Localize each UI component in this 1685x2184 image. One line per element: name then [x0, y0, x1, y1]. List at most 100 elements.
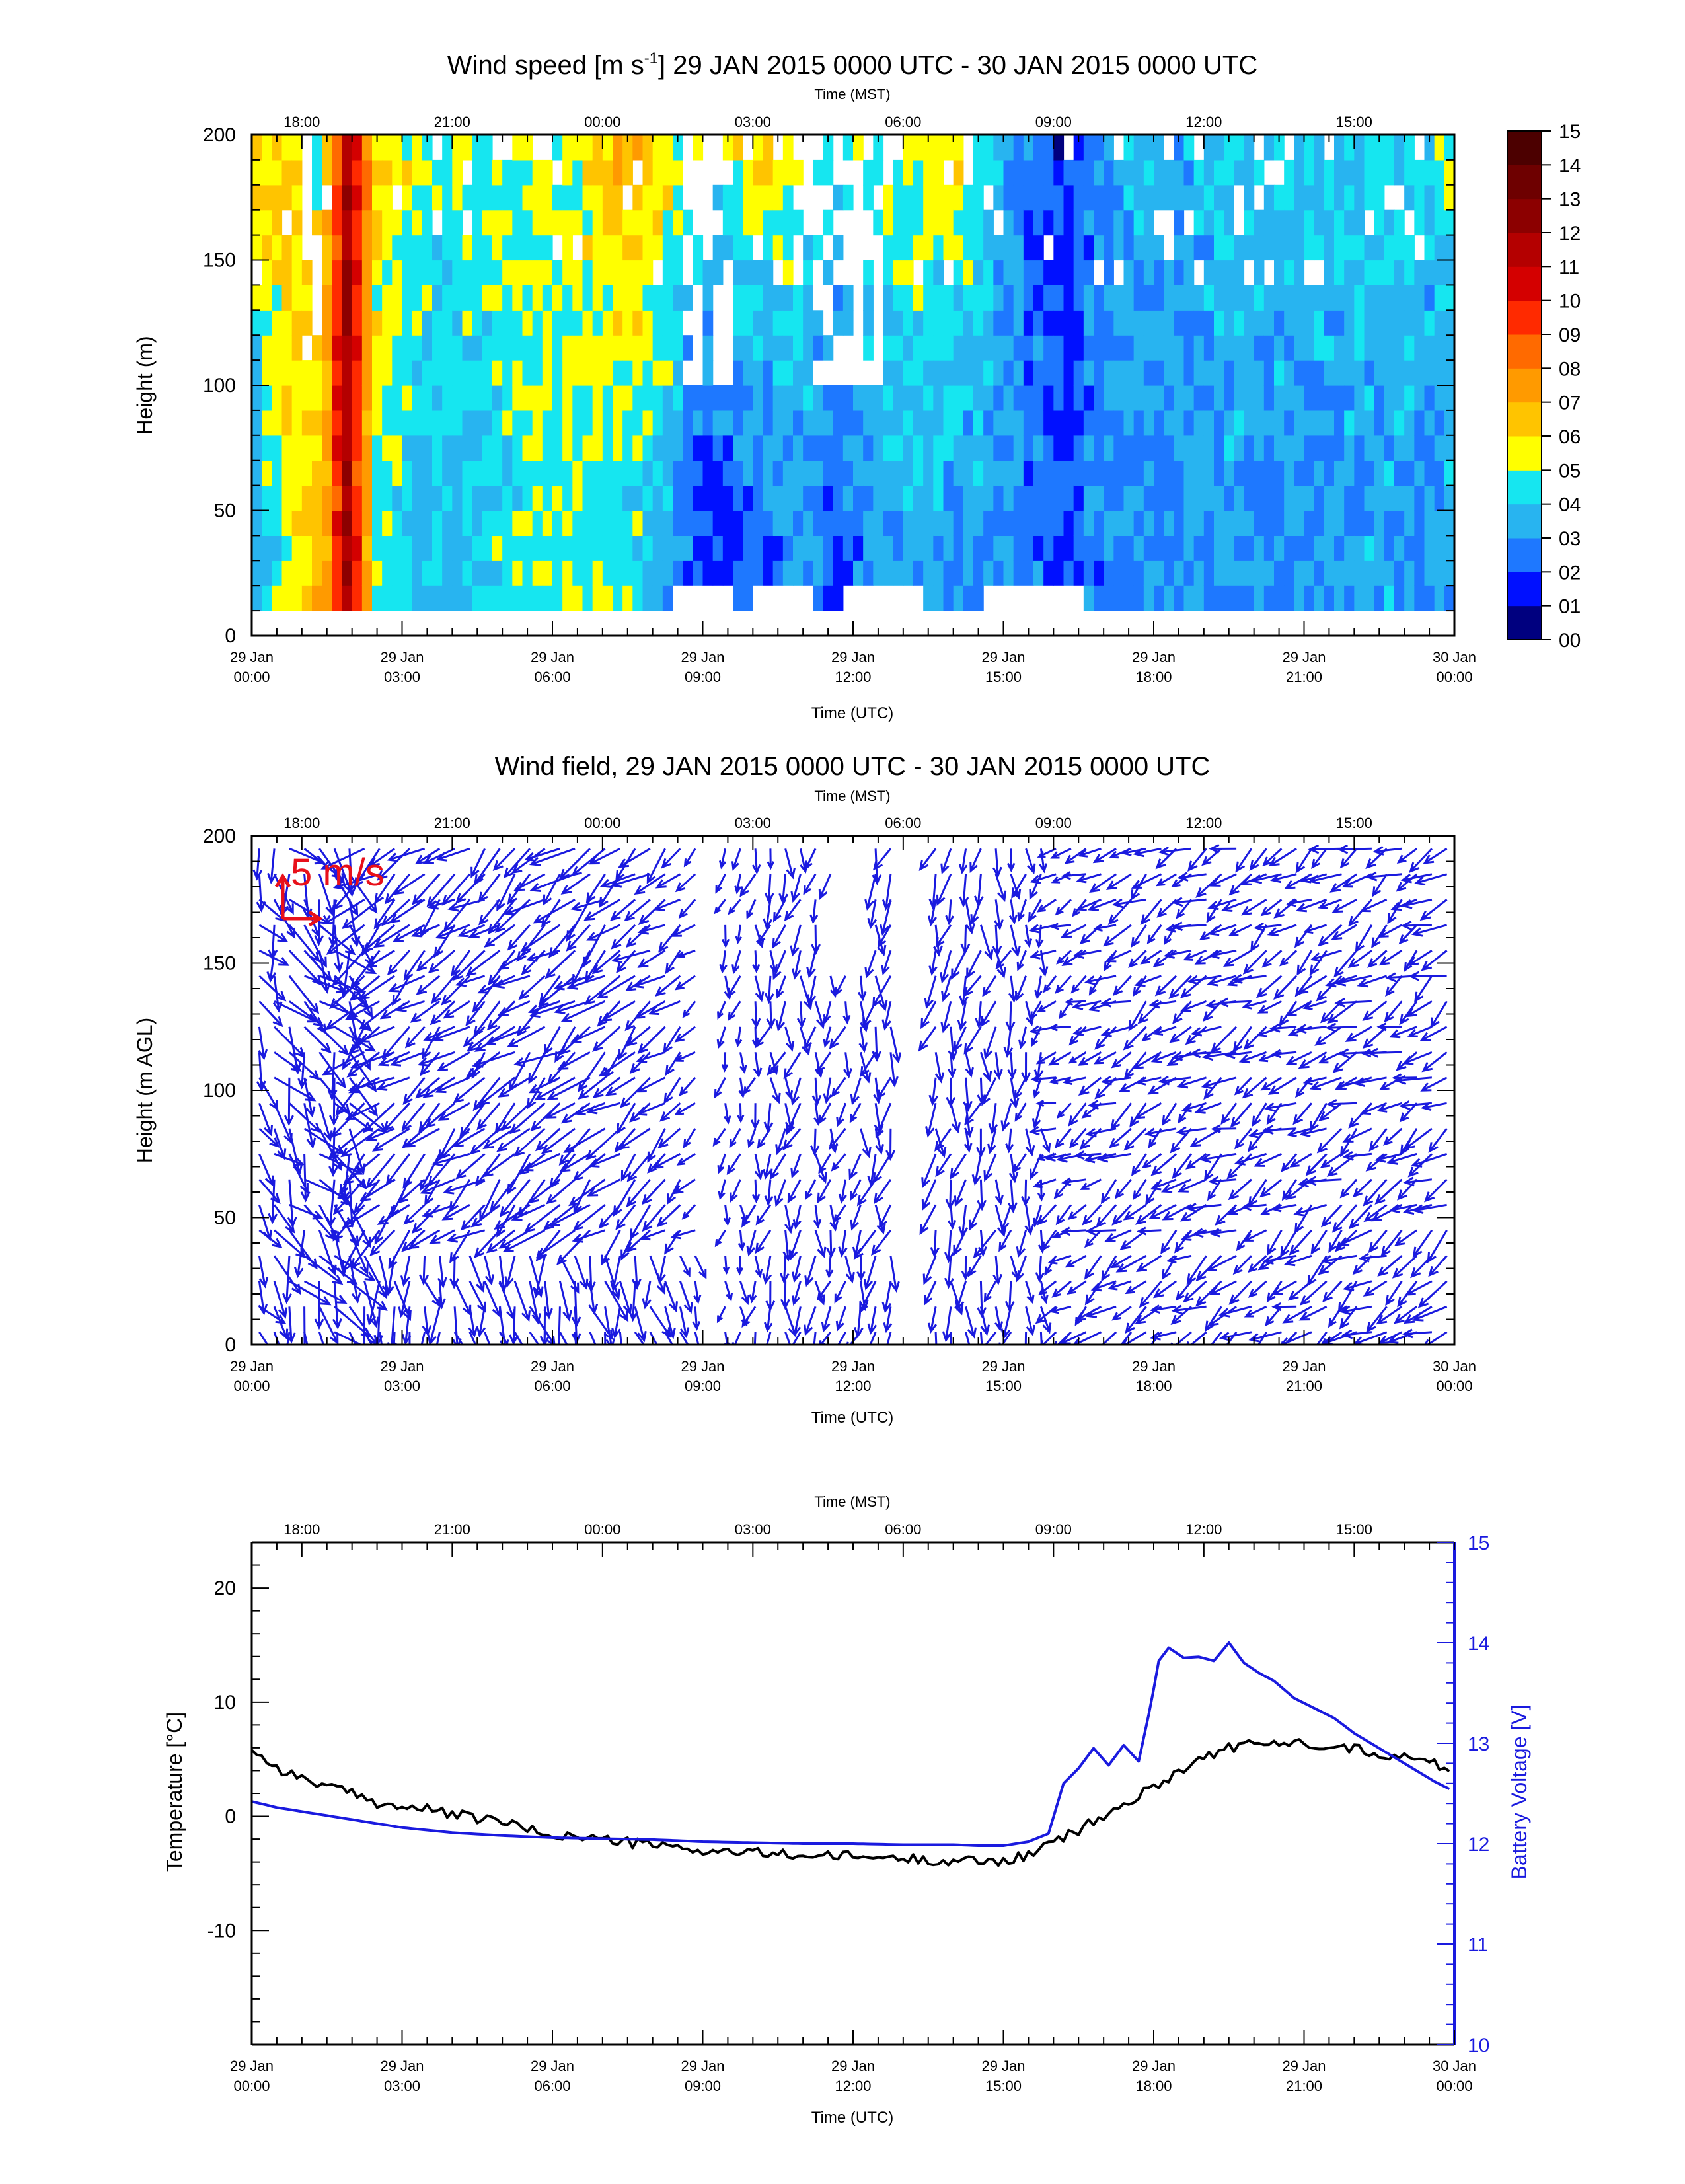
wind-speed-cell: [1203, 360, 1215, 386]
wind-speed-cell: [803, 385, 813, 411]
wind-vector-arrow: [728, 899, 741, 915]
wind-speed-x-tick-label: 00:00: [1436, 669, 1472, 685]
wind-speed-cell: [452, 184, 463, 211]
wind-speed-cell: [602, 335, 613, 361]
wind-speed-cell: [1324, 159, 1335, 186]
wind-field-mst-tick-label: 18:00: [283, 815, 320, 831]
wind-speed-cell: [342, 560, 353, 586]
wind-speed-cell: [1274, 285, 1285, 311]
wind-speed-cell: [1193, 310, 1205, 336]
wind-vector-arrow: [1270, 873, 1297, 884]
wind-speed-cell: [953, 184, 964, 211]
wind-speed-cell: [361, 260, 373, 285]
wind-speed-cell: [642, 135, 654, 161]
wind-speed-cell: [753, 184, 764, 211]
wind-speed-cell: [693, 535, 704, 561]
wind-vector-arrow: [663, 1026, 681, 1054]
wind-speed-cell: [1244, 285, 1255, 311]
wind-vector-arrow: [1211, 1124, 1237, 1133]
wind-vector-arrow: [348, 924, 375, 967]
wind-speed-cell: [1033, 159, 1044, 186]
wind-vector-arrow: [1082, 1204, 1102, 1226]
wind-speed-cell: [642, 335, 654, 361]
wind-vector-arrow: [714, 1077, 726, 1099]
wind-speed-cell: [562, 260, 573, 285]
wind-vector-arrow: [1125, 1306, 1147, 1334]
wind-vector-arrow: [1224, 1049, 1252, 1059]
wind-vector-arrow: [1316, 1331, 1328, 1345]
wind-speed-cell: [613, 335, 623, 361]
wind-speed-cell: [1294, 485, 1305, 511]
wind-speed-cell: [1033, 535, 1044, 561]
wind-vector-arrow: [1183, 949, 1207, 961]
wind-speed-cell: [833, 585, 844, 611]
wind-speed-cell: [1404, 184, 1415, 211]
wind-speed-cell: [1274, 485, 1285, 511]
wind-speed-cell: [342, 360, 353, 386]
wind-speed-cell: [312, 385, 322, 411]
wind-vector-arrow: [1260, 899, 1283, 917]
wind-speed-cell: [412, 159, 423, 186]
wind-speed-cell: [953, 209, 964, 236]
wind-vector-arrow: [1194, 1102, 1222, 1114]
wind-speed-y-tick-label: 0: [225, 625, 236, 647]
wind-vector-arrow: [1327, 1000, 1358, 1024]
wind-vector-arrow: [1049, 1305, 1072, 1314]
wind-speed-cell: [1304, 135, 1315, 161]
wind-speed-cell: [823, 260, 834, 285]
wind-speed-cell: [1033, 560, 1044, 586]
wind-speed-cell: [301, 410, 313, 436]
wind-speed-cell: [1244, 209, 1255, 236]
wind-speed-cell: [803, 260, 813, 285]
wind-speed-cell: [1314, 435, 1325, 461]
wind-speed-cell: [753, 410, 764, 436]
wind-speed-cell: [883, 335, 894, 361]
wind-vector-arrow: [457, 924, 486, 938]
wind-speed-cell: [1334, 260, 1345, 285]
wind-speed-cell: [1394, 560, 1405, 586]
wind-speed-cell: [1304, 360, 1315, 386]
wind-speed-cell: [392, 285, 403, 311]
wind-speed-mst-tick-label: 12:00: [1185, 114, 1222, 130]
wind-vector-arrow: [1376, 1022, 1402, 1032]
wind-vector-arrow: [1180, 1000, 1207, 1012]
wind-speed-cell: [1304, 410, 1315, 436]
wind-vector-arrow: [1074, 1150, 1102, 1160]
wind-vector-arrow: [400, 1255, 411, 1287]
wind-speed-cell: [1234, 135, 1245, 161]
wind-speed-cell: [462, 435, 473, 461]
wind-vector-arrow: [1262, 1254, 1297, 1265]
wind-speed-cell: [1104, 435, 1114, 461]
wind-speed-cell: [1234, 260, 1245, 285]
wind-speed-cell: [332, 435, 343, 461]
wind-vector-arrow: [1235, 848, 1253, 873]
wind-speed-cell: [402, 385, 413, 411]
wind-speed-cell: [1073, 560, 1084, 586]
wind-speed-cell: [442, 435, 453, 461]
wind-vector-arrow: [419, 1256, 429, 1286]
wind-speed-cell: [1434, 335, 1445, 361]
wind-speed-cell: [1304, 535, 1315, 561]
wind-vector-arrow: [1100, 1179, 1117, 1205]
wind-speed-cell: [392, 560, 403, 586]
wind-vector-arrow: [596, 975, 636, 999]
wind-vector-arrow: [1030, 1074, 1057, 1084]
wind-speed-cell: [923, 485, 934, 511]
wind-speed-cell: [291, 560, 303, 586]
wind-speed-cell: [1013, 385, 1024, 411]
wind-speed-cell: [1174, 135, 1185, 161]
wind-speed-cell: [1154, 535, 1164, 561]
wind-speed-cell: [923, 209, 934, 236]
wind-speed-cell: [472, 585, 483, 611]
wind-vector-arrow: [859, 1281, 877, 1314]
wind-vector-arrow: [546, 1178, 576, 1205]
wind-speed-cell: [1193, 360, 1205, 386]
wind-speed-cell: [1133, 385, 1144, 411]
wind-vector-arrow: [1024, 1332, 1028, 1345]
wind-vector-arrow: [652, 1152, 681, 1169]
wind-speed-cell: [1023, 435, 1034, 461]
wind-speed-cell: [1404, 560, 1415, 586]
wind-speed-cell: [913, 435, 924, 461]
wind-vector-arrow: [1385, 1280, 1403, 1306]
wind-speed-cell: [772, 184, 784, 211]
